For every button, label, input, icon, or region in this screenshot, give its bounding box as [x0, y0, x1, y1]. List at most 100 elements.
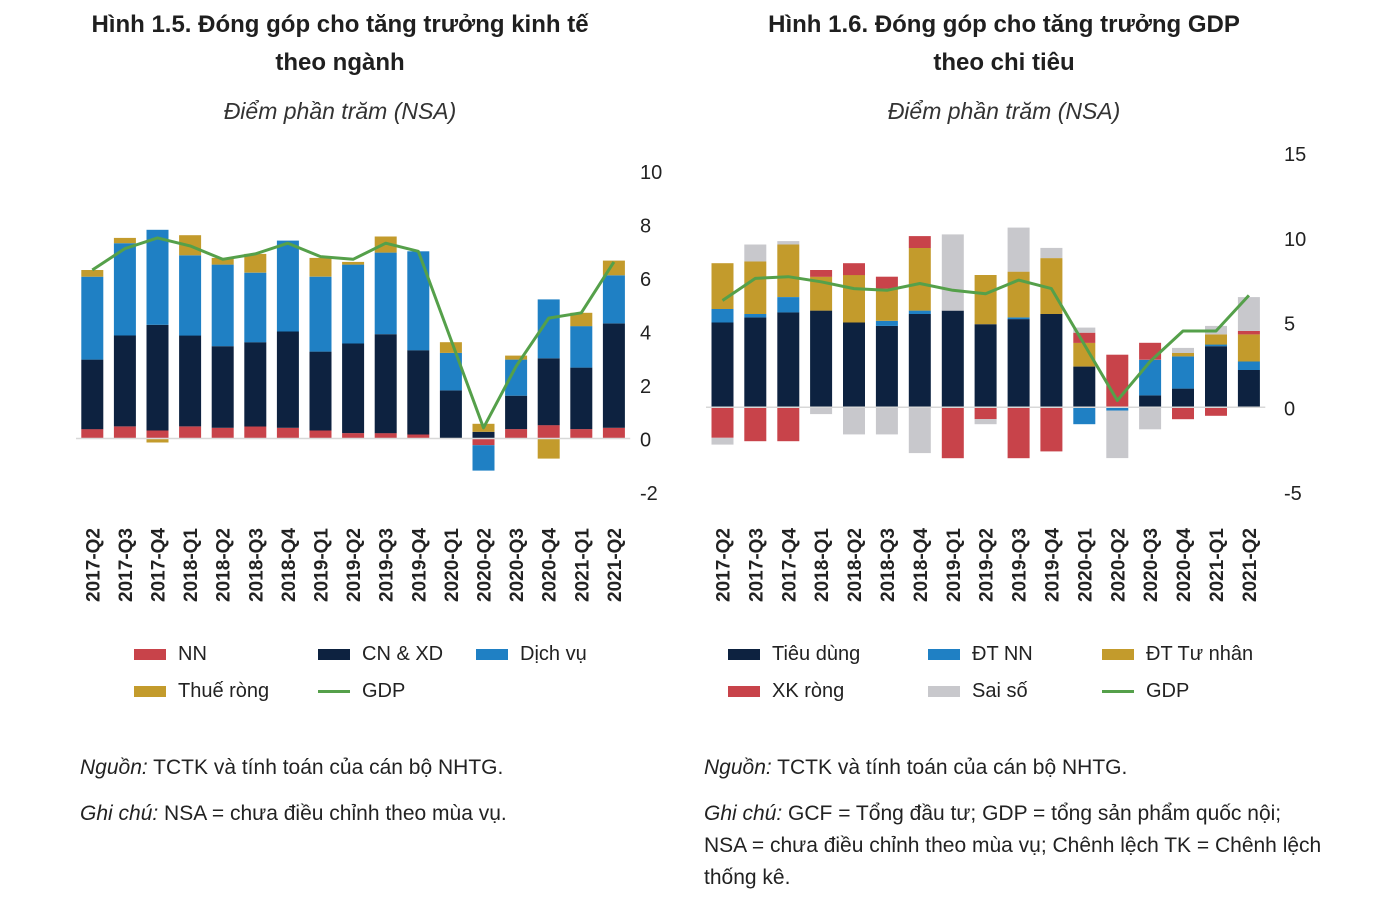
bar-segment-cn-xd-2020-q4 [537, 358, 560, 426]
chart-subtitle: Điểm phần trăm (NSA) [223, 98, 457, 124]
bar-segment-ti-u-d-ng-2020-q3 [1139, 395, 1162, 408]
bar-segment--t-t-nh-n-2018-q4 [908, 247, 931, 311]
bar-segment-d-ch-v--2019-q2 [342, 264, 365, 344]
x-tick-label: 2020-Q1 [1075, 528, 1096, 602]
y-tick-label: 8 [640, 216, 651, 238]
bar-segment-ti-u-d-ng-2020-q4 [1172, 388, 1194, 408]
bar-segment-thu-r-ng-2017-q2 [81, 270, 104, 277]
gdp-line [721, 275, 1251, 402]
x-tick-label: 2020-Q3 [1141, 528, 1162, 602]
x-tick-label: 2020-Q3 [507, 528, 528, 602]
bar-segment-thu-r-ng-2018-q2 [211, 257, 234, 265]
y-tick-label: -5 [1284, 483, 1302, 505]
chart-title-line2: theo ngành [275, 49, 405, 76]
bar-segment-cn-xd-2019-q1 [309, 351, 332, 431]
source-note: Nguồn: TCTK và tính toán của cán bộ NHTG… [704, 752, 1324, 784]
footnote: Ghi chú: NSA = chưa điều chỉnh theo mùa … [80, 798, 680, 830]
legend-label: Dịch vụ [520, 643, 587, 665]
legend-label: ĐT NN [972, 643, 1033, 665]
source-label: Nguồn: [704, 756, 772, 779]
bar-segment-sai-s--2019-q2 [974, 419, 997, 425]
bar-segment-d-ch-v--2017-q4 [146, 229, 169, 325]
x-tick-label: 2017-Q2 [83, 528, 104, 602]
bar-segment-cn-xd-2020-q3 [505, 395, 528, 430]
x-tick-label: 2019-Q4 [1042, 528, 1063, 602]
x-tick-label: 2017-Q3 [746, 528, 767, 602]
bar-segment-sai-s--2020-q2 [1106, 410, 1129, 459]
footnote-label: Ghi chú: [704, 802, 783, 825]
bar-segment--t-t-nh-n-2018-q2 [843, 275, 865, 323]
bar-segment-nn-2020-q4 [537, 425, 560, 439]
bar-segment-nn-2018-q2 [211, 427, 234, 439]
bar-segment-d-ch-v--2021-q1 [570, 326, 593, 368]
chart-sector-contribution: -2 0 2 4 6 8 10 2017-Q2 2017-Q3 2017-Q4 2018-Q1 201… [76, 162, 662, 602]
legend-label: Tiêu dùng [772, 643, 861, 665]
x-tick-label: 2019-Q2 [977, 528, 998, 602]
legend-label: ĐT Tư nhân [1146, 643, 1254, 665]
bar-segment-xk-r-ng-2017-q2 [711, 407, 734, 438]
bar-segment--t-nn-2017-q2 [711, 308, 734, 323]
bar-segment-xk-r-ng-2020-q4 [1172, 407, 1194, 420]
bar-segment--t-t-nh-n-2019-q3 [1007, 271, 1030, 318]
bar-segment-ti-u-d-ng-2021-q2 [1237, 370, 1260, 408]
bar-segment-d-ch-v--2018-q3 [244, 272, 267, 343]
bar-segment--t-t-nh-n-2018-q3 [875, 288, 898, 321]
x-tick-label: 2019-Q2 [344, 528, 365, 602]
bar-segment--t-t-nh-n-2017-q4 [777, 244, 800, 297]
bar-segment--t-t-nh-n-2021-q1 [1205, 334, 1227, 345]
bar-segment-xk-r-ng-2019-q2 [974, 407, 997, 420]
bar-segment-d-ch-v--2019-q1 [309, 276, 332, 352]
gdp-line [91, 236, 616, 430]
bar-segment-sai-s--2019-q1 [941, 234, 964, 311]
bar-segment-cn-xd-2020-q1 [439, 390, 462, 439]
bar-segment--t-nn-2018-q4 [908, 310, 931, 314]
bar-segment-cn-xd-2017-q3 [113, 335, 136, 427]
bar-segment-ti-u-d-ng-2018-q2 [843, 322, 865, 408]
bar-segment-nn-2019-q1 [309, 430, 332, 439]
bar-segment--t-nn-2021-q2 [1237, 361, 1260, 370]
bar-segment-xk-r-ng-2018-q3 [875, 276, 898, 289]
bar-segment-nn-2018-q1 [179, 426, 202, 439]
source-text: TCTK và tính toán của cán bộ NHTG. [147, 756, 504, 779]
bar-segment-cn-xd-2018-q4 [276, 331, 299, 428]
bar-segment-xk-r-ng-2019-q1 [941, 407, 964, 459]
bar-segment-nn-2019-q4 [407, 434, 430, 439]
bar-segment-d-ch-v--2017-q2 [81, 276, 104, 360]
x-tick-label: 2018-Q3 [878, 528, 899, 602]
bar-segment-d-ch-v--2020-q2 [472, 445, 495, 471]
bar-segment-xk-r-ng-2019-q4 [1040, 407, 1063, 452]
bar-segment--t-nn-2020-q4 [1172, 356, 1194, 389]
chart-panel-sector: Hình 1.5. Đóng góp cho tăng trưởng kinh … [76, 11, 680, 830]
x-tick-label: 2020-Q2 [1108, 528, 1129, 602]
bar-segment-nn-2019-q3 [374, 433, 397, 439]
bar-segment-ti-u-d-ng-2017-q3 [744, 317, 767, 408]
bar-segment-d-ch-v--2018-q4 [276, 240, 299, 332]
y-tick-label: 6 [640, 269, 651, 291]
y-tick-label: 15 [1284, 144, 1306, 166]
bar-segment-cn-xd-2019-q4 [407, 350, 430, 435]
bar-segment-thu-r-ng-2018-q3 [244, 253, 267, 273]
bar-segment-ti-u-d-ng-2017-q2 [711, 322, 734, 408]
source-label: Nguồn: [80, 756, 148, 779]
bar-segment-cn-xd-2019-q2 [342, 343, 365, 434]
bar-segment-ti-u-d-ng-2018-q1 [810, 310, 833, 408]
bar-segment-cn-xd-2018-q2 [211, 346, 234, 428]
x-tick-label: 2020-Q1 [442, 528, 463, 602]
bar-segment--t-nn-2017-q3 [744, 314, 767, 318]
chart-expenditure-contribution: -5 0 5 10 15 2017-Q2 2017-Q3 2017-Q4 2018-Q1 2018… [706, 144, 1306, 602]
bar-segment-thu-r-ng-2019-q2 [342, 261, 365, 265]
x-tick-label: 2021-Q1 [1207, 528, 1228, 602]
x-tick-label: 2018-Q4 [279, 528, 300, 602]
bar-segment-ti-u-d-ng-2017-q4 [777, 312, 800, 408]
bar-segment-sai-s--2020-q1 [1073, 327, 1096, 333]
bar-segment-xk-r-ng-2017-q4 [777, 407, 800, 442]
bar-segment-sai-s--2018-q3 [875, 407, 898, 435]
legend-swatch [928, 686, 960, 697]
footnote: Ghi chú: GCF = Tổng đầu tư; GDP = tổng s… [704, 798, 1324, 894]
bar-segment-xk-r-ng-2020-q1 [1073, 332, 1096, 343]
bar-segment-ti-u-d-ng-2018-q4 [908, 314, 931, 408]
chart-subtitle: Điểm phần trăm (NSA) [887, 98, 1121, 124]
bar-segment-sai-s--2018-q2 [843, 407, 865, 435]
bar-segment-nn-2021-q2 [602, 427, 625, 439]
y-tick-label: -2 [640, 483, 658, 505]
